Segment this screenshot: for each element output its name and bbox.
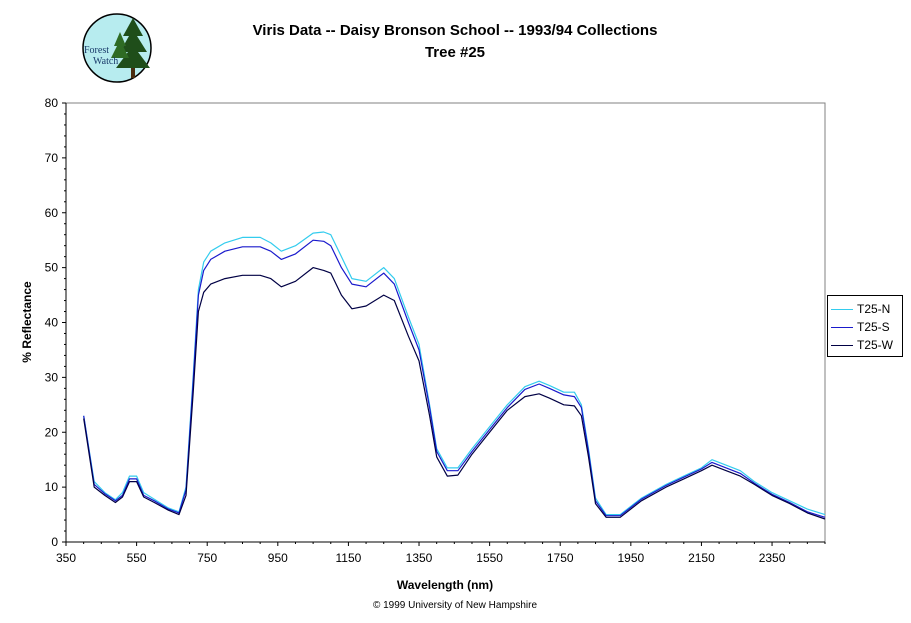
forest-watch-logo: Forest Watch bbox=[82, 13, 152, 83]
x-axis-label: Wavelength (nm) bbox=[397, 578, 493, 592]
logo-word-2: Watch bbox=[93, 56, 118, 67]
legend-item: T25-N bbox=[831, 300, 899, 318]
legend-label: T25-N bbox=[857, 302, 891, 316]
legend-swatch bbox=[831, 308, 853, 310]
y-tick-label: 30 bbox=[45, 370, 59, 384]
x-tick-label: 750 bbox=[197, 551, 217, 565]
y-tick-label: 70 bbox=[45, 151, 59, 165]
tree-icon bbox=[111, 18, 150, 78]
copyright-notice: © 1999 University of New Hampshire bbox=[372, 600, 538, 611]
legend: T25-N T25-S T25-W bbox=[827, 295, 903, 357]
y-tick-label: 80 bbox=[45, 96, 59, 110]
legend-label: T25-W bbox=[857, 338, 893, 352]
x-tick-label: 950 bbox=[268, 551, 288, 565]
chart-subtitle: Tree #25 bbox=[424, 44, 486, 61]
legend-item: T25-S bbox=[831, 318, 899, 336]
x-tick-label: 1550 bbox=[476, 551, 503, 565]
x-tick-label: 1350 bbox=[406, 551, 433, 565]
series-line-t25-w bbox=[83, 267, 826, 520]
y-tick-label: 0 bbox=[51, 535, 58, 549]
y-tick-label: 60 bbox=[45, 206, 59, 220]
legend-item: T25-W bbox=[831, 336, 899, 354]
y-axis-label: % Reflectance bbox=[20, 281, 34, 363]
y-tick-label: 10 bbox=[45, 480, 59, 494]
plot-area bbox=[65, 102, 826, 543]
y-tick-label: 50 bbox=[45, 261, 59, 275]
chart-title: Viris Data -- Daisy Bronson School -- 19… bbox=[252, 22, 658, 39]
x-tick-label: 1150 bbox=[336, 551, 362, 565]
x-tick-label: 550 bbox=[127, 551, 147, 565]
y-tick-label: 20 bbox=[45, 425, 59, 439]
legend-swatch bbox=[831, 344, 853, 346]
x-tick-label: 1750 bbox=[547, 551, 574, 565]
logo-word-1: Forest bbox=[84, 45, 109, 56]
legend-label: T25-S bbox=[857, 320, 890, 334]
x-tick-label: 2350 bbox=[759, 551, 786, 565]
x-tick-label: 2150 bbox=[688, 551, 715, 565]
x-tick-label: 350 bbox=[56, 551, 76, 565]
x-tick-label: 1950 bbox=[617, 551, 644, 565]
legend-swatch bbox=[831, 326, 853, 328]
y-tick-label: 40 bbox=[45, 316, 59, 330]
